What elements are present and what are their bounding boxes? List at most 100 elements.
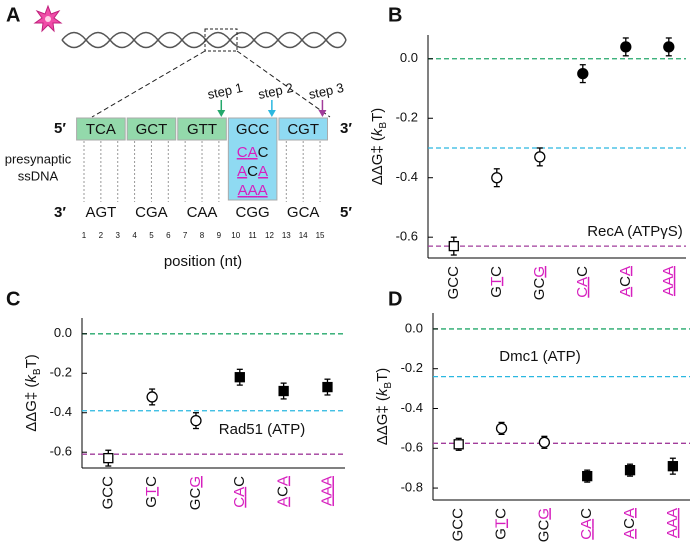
x-tick-label: GCG [187, 476, 204, 510]
y-tick-label: -0.6 [50, 444, 72, 459]
y-axis-label-part: B [378, 122, 389, 129]
panel-label: C [6, 288, 20, 310]
step-label: step 3 [307, 80, 345, 102]
y-tick-label: -0.2 [401, 360, 423, 375]
position-number: 2 [99, 231, 104, 240]
data-point [538, 436, 551, 448]
bottom-codon: CGG [236, 204, 270, 221]
data-point [620, 41, 632, 53]
x-tick-label: GTC [143, 476, 160, 508]
data-point [624, 465, 636, 476]
position-number: 10 [231, 231, 240, 240]
y-axis-label-part: T) [374, 368, 391, 382]
y-axis-label-part: ΔΔG‡ ( [374, 396, 391, 445]
annotation: Dmc1 (ATP) [499, 348, 580, 365]
data-point [448, 240, 459, 252]
zoom-line [91, 50, 206, 118]
position-number: 9 [217, 231, 222, 240]
strand-end: 3′ [340, 120, 352, 137]
y-axis-label-part: k [23, 374, 40, 383]
data-point [663, 41, 675, 53]
codon-box [126, 117, 177, 141]
probe-codon: AAA [238, 182, 268, 199]
y-tick-label: 0.0 [405, 320, 423, 335]
x-tick-label: AAA [318, 476, 335, 506]
y-tick-label: -0.6 [396, 229, 418, 244]
step-label: step 1 [206, 80, 244, 102]
y-axis-label: ΔΔG‡ (kBT) [369, 108, 389, 186]
bottom-codon: GCA [287, 204, 320, 221]
y-tick-label: 0.0 [54, 325, 72, 340]
bottom-codon: CAA [187, 204, 218, 221]
panel-label: B [388, 4, 402, 26]
data-point [103, 452, 114, 464]
y-axis-label-part: T) [23, 354, 40, 368]
y-axis-label-part: ΔΔG‡ ( [23, 383, 40, 432]
probe-codon: ACA [237, 163, 268, 180]
x-tick-label: GCC [450, 508, 467, 542]
y-tick-label: -0.6 [401, 440, 423, 455]
codon-box [76, 117, 126, 141]
y-tick-label: -0.4 [50, 404, 72, 419]
y-axis-label-part: T) [369, 108, 386, 122]
annotation: RecA (ATPγS) [587, 223, 683, 240]
x-tick-label: GTC [493, 508, 510, 540]
step-arrowhead [318, 110, 327, 117]
x-tick-label: ACA [275, 476, 292, 507]
y-axis-label-part: ΔΔG‡ ( [369, 136, 386, 185]
x-tick-label: ACA [617, 266, 634, 297]
data-point [146, 391, 158, 403]
y-axis-label-part: B [383, 382, 394, 389]
y-tick-label: -0.4 [401, 400, 423, 415]
strand-name: ssDNA [18, 168, 59, 183]
probe-codon: CAC [237, 144, 269, 161]
y-tick-label: -0.2 [396, 110, 418, 125]
x-tick-label: CAC [574, 266, 591, 298]
data-point [534, 151, 546, 163]
x-tick-label: AAA [660, 266, 677, 296]
codon-box [177, 117, 227, 141]
bottom-codon: AGT [85, 204, 116, 221]
y-tick-label: -0.4 [396, 169, 418, 184]
y-tick-label: -0.8 [401, 480, 423, 495]
position-number: 4 [132, 231, 137, 240]
panel-label: A [6, 4, 20, 26]
data-point [582, 470, 593, 482]
y-axis-label: ΔΔG‡ (kBT) [374, 368, 394, 446]
position-number: 11 [248, 231, 257, 240]
x-axis-label: position (nt) [164, 253, 242, 270]
codon-box [227, 117, 278, 201]
x-tick-label: AAA [664, 508, 681, 538]
strand-end: 5′ [340, 204, 352, 221]
y-axis-label-part: k [369, 127, 386, 136]
step-arrowhead [217, 110, 226, 117]
data-point [190, 414, 202, 427]
data-point [667, 461, 679, 472]
position-number: 8 [200, 231, 205, 240]
position-number: 1 [82, 231, 87, 240]
x-tick-label: CAC [578, 508, 595, 540]
zoom-line [236, 50, 331, 118]
data-point [495, 422, 508, 435]
data-point [234, 372, 245, 383]
y-tick-label: -0.2 [50, 365, 72, 380]
x-tick-label: GCG [535, 508, 552, 542]
top-codon: CGT [287, 121, 319, 138]
strand-end: 3′ [54, 204, 66, 221]
position-number: 13 [282, 231, 291, 240]
strand-end: 5′ [54, 120, 66, 137]
strand-name: presynaptic [5, 151, 72, 166]
position-number: 7 [183, 231, 188, 240]
x-tick-label: GCC [445, 266, 462, 300]
star-core [45, 16, 51, 22]
data-point [491, 172, 503, 184]
top-codon: TCA [86, 121, 116, 138]
codon-box [278, 117, 329, 141]
x-tick-label: CAC [231, 476, 248, 508]
x-tick-label: ACA [621, 508, 638, 539]
top-codon: GTT [187, 121, 217, 138]
x-tick-label: GCG [531, 266, 548, 300]
position-number: 12 [265, 231, 274, 240]
position-number: 3 [115, 231, 120, 240]
